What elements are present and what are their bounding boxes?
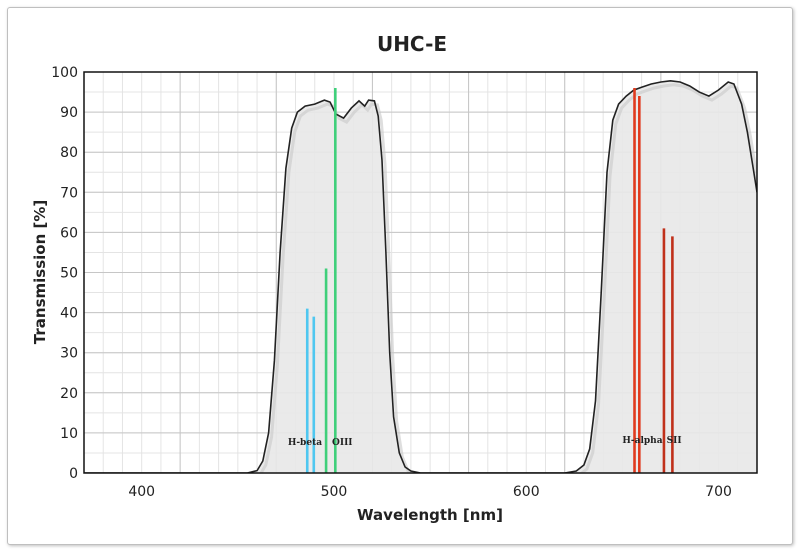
chart-title: UHC-E: [377, 32, 447, 56]
shadow-curve: [259, 83, 757, 473]
x-tick-label: 400: [128, 484, 155, 500]
y-tick-label: 0: [69, 466, 78, 482]
y-tick-label: 10: [60, 426, 78, 442]
y-tick-label: 100: [51, 65, 78, 81]
transmission-curve: [84, 79, 757, 473]
emission-label: H-alpha: [622, 436, 662, 446]
y-tick-label: 20: [60, 386, 78, 402]
x-tick-label: 600: [513, 484, 540, 500]
plot-border: [83, 71, 758, 474]
y-tick-label: 30: [60, 346, 78, 362]
plot-area: H-beta OIII H-alpha SII 0 10 20 30 40 50 60 70 80 90 1…: [51, 65, 758, 500]
x-axis-label: Wavelength [nm]: [357, 506, 503, 524]
x-tick-label: 500: [321, 484, 348, 500]
y-tick-label: 90: [60, 105, 78, 121]
y-tick-label: 70: [60, 185, 78, 201]
y-tick-label: 60: [60, 225, 78, 241]
transmission-area: [84, 80, 757, 473]
y-axis-label: Transmission [%]: [31, 200, 49, 344]
emission-label: H-beta: [288, 438, 322, 448]
y-tick-label: 80: [60, 145, 78, 161]
emission-label: OIII: [332, 438, 352, 448]
y-tick-label: 50: [60, 266, 78, 282]
x-tick-label: 700: [705, 484, 732, 500]
emission-label: SII: [667, 436, 682, 446]
y-tick-label: 40: [60, 306, 78, 322]
